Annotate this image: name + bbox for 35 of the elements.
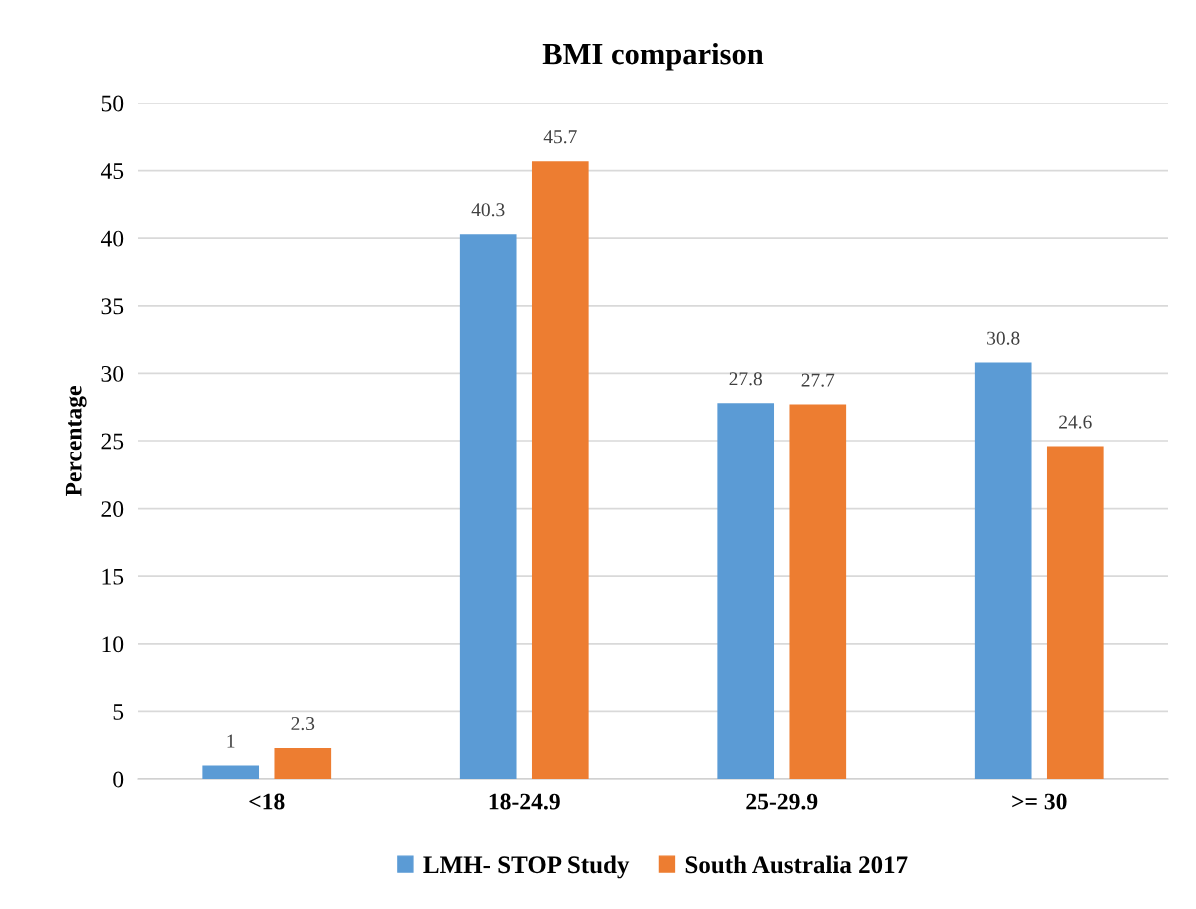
y-tick-label: 15 [102, 568, 124, 585]
y-tick-label: 10 [102, 636, 124, 653]
legend-label: South Australia 2017 [685, 855, 908, 874]
data-label: 27.8 [729, 372, 762, 386]
y-tick-label: 25 [101, 433, 124, 450]
bar [202, 765, 260, 779]
data-label: 2.3 [291, 717, 315, 731]
data-label: 45.7 [543, 130, 577, 144]
x-tick-label: >= 30 [1012, 793, 1067, 810]
bar [274, 747, 332, 779]
y-tick-label: 5 [113, 704, 124, 720]
y-tick-label: 20 [101, 501, 124, 518]
y-tick-label: 0 [113, 771, 124, 788]
bar [789, 404, 847, 779]
y-tick-label: 30 [101, 365, 124, 382]
data-label: 27.7 [801, 373, 835, 387]
legend-label: LMH- STOP Study [423, 855, 630, 879]
data-label: 30.8 [987, 331, 1020, 345]
bar [1046, 446, 1104, 779]
x-tick-label: 25-29.9 [746, 793, 818, 810]
bar [974, 362, 1032, 779]
y-axis-title: Percentage [65, 386, 87, 497]
data-label: 24.6 [1059, 415, 1092, 429]
data-label: 1 [227, 734, 235, 748]
y-tick-label: 40 [100, 230, 124, 247]
data-label: 40.3 [471, 203, 505, 217]
x-tick-label: <18 [249, 793, 285, 810]
y-tick-label: 50 [101, 95, 124, 112]
y-tick-label: 35 [101, 298, 124, 315]
y-tick-label: 45 [100, 163, 124, 180]
x-tick-label: 18-24.9 [489, 793, 560, 810]
bar [717, 403, 775, 779]
chart-title: BMI comparison [542, 42, 764, 71]
bar [459, 234, 517, 779]
bar [531, 161, 589, 779]
